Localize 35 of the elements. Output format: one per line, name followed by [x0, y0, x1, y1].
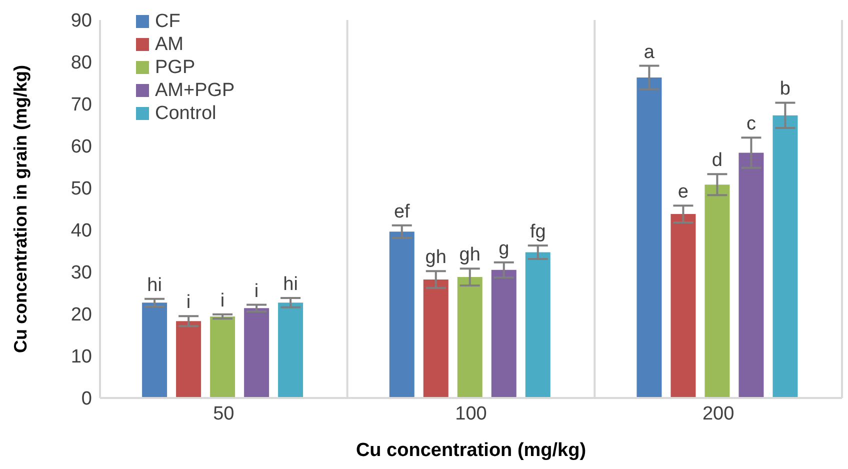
data-label: fg — [530, 222, 546, 243]
data-label: d — [712, 150, 722, 172]
legend-label: AM — [155, 33, 184, 56]
data-label: hi — [283, 274, 298, 296]
data-label: i — [186, 292, 191, 314]
y-tick-label: 10 — [70, 346, 92, 368]
y-tick-label: 50 — [70, 178, 92, 200]
y-tick-label: 80 — [70, 52, 92, 74]
data-label: hi — [147, 274, 162, 296]
y-tick-label: 0 — [81, 388, 92, 410]
data-label: gh — [459, 244, 480, 266]
y-axis-title: Cu concentration in grain (mg/kg) — [10, 64, 30, 354]
legend-label: Control — [155, 102, 216, 125]
y-tick-label: 60 — [70, 136, 92, 158]
y-tick-label: 30 — [70, 262, 92, 284]
data-label: b — [780, 78, 790, 100]
data-label: g — [498, 238, 510, 260]
data-label: i — [254, 280, 259, 302]
y-tick-label: 40 — [70, 220, 92, 242]
x-axis-title: Cu concentration (mg/kg) — [356, 440, 586, 461]
data-label: gh — [425, 247, 446, 268]
y-tick-label: 20 — [70, 304, 92, 326]
data-label: e — [678, 182, 688, 203]
x-tick-label: 50 — [213, 403, 234, 424]
x-tick-label: 200 — [702, 403, 734, 424]
legend-label: PGP — [155, 56, 196, 79]
legend-label: AM+PGP — [155, 79, 235, 102]
data-label: a — [644, 42, 655, 63]
data-label: i — [220, 290, 225, 312]
x-tick-label: 100 — [455, 403, 487, 424]
data-label: ef — [394, 201, 411, 222]
legend-label: CF — [155, 10, 180, 33]
y-tick-label: 70 — [70, 94, 92, 116]
y-tick-label: 90 — [70, 10, 92, 32]
data-label: c — [746, 114, 756, 135]
